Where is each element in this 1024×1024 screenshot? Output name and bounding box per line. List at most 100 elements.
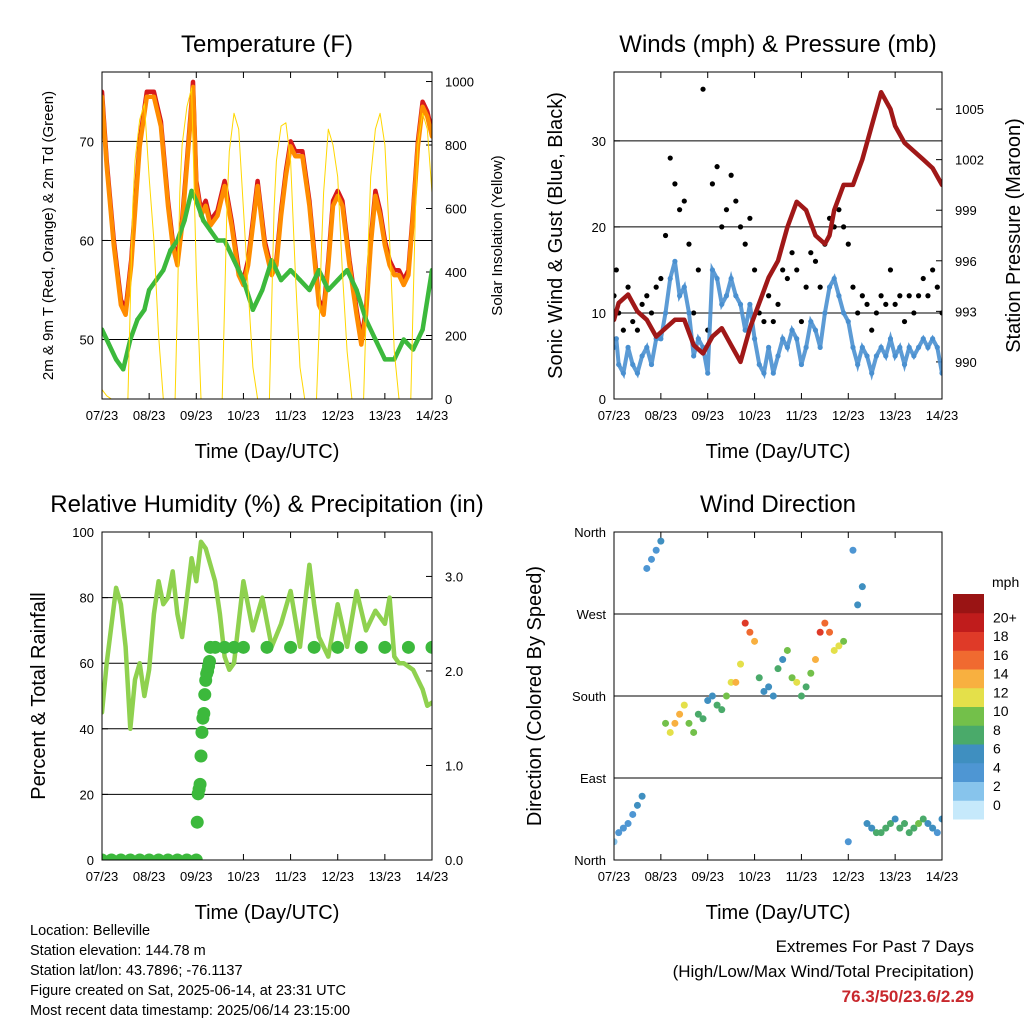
- y-tick-label: 10: [592, 306, 606, 321]
- colorbar-swatch: [953, 762, 984, 782]
- data-point: [789, 327, 795, 333]
- data-point: [882, 824, 890, 832]
- series-line: [614, 260, 942, 381]
- data-point: [920, 275, 926, 282]
- data-point: [182, 218, 187, 223]
- data-point: [719, 301, 725, 307]
- x-tick-label: 13/23: [369, 869, 402, 884]
- extremes-values: 76.3/50/23.6/2.29: [841, 987, 974, 1006]
- data-point: [845, 318, 851, 325]
- data-point: [620, 327, 626, 333]
- data-point: [897, 344, 903, 350]
- data-point: [863, 820, 871, 828]
- data-point: [780, 336, 786, 342]
- data-point: [708, 692, 716, 700]
- elevation-text: Station elevation: 144.78 m: [30, 943, 206, 959]
- data-point: [714, 164, 720, 170]
- data-point: [811, 656, 819, 664]
- data-point: [803, 284, 809, 290]
- y-axis-label: Percent & Total Rainfall: [28, 592, 50, 800]
- data-point: [915, 820, 923, 828]
- data-point: [845, 241, 851, 247]
- data-point: [194, 198, 199, 204]
- data-point: [316, 267, 322, 273]
- data-point: [840, 637, 848, 645]
- data-point: [906, 344, 912, 350]
- data-point: [737, 224, 744, 230]
- data-point: [883, 301, 889, 307]
- data-point: [891, 815, 899, 823]
- data-point: [121, 367, 126, 372]
- data-point: [896, 824, 904, 832]
- colorbar-label: 18: [993, 628, 1009, 644]
- colorbar-swatch: [953, 800, 984, 820]
- data-point: [691, 310, 697, 316]
- data-point: [719, 224, 725, 230]
- x-tick-label: 11/23: [275, 408, 307, 423]
- data-point: [887, 267, 894, 273]
- data-point: [680, 701, 688, 709]
- data-point: [901, 318, 908, 325]
- x-tick-label: 09/23: [691, 408, 724, 423]
- data-point: [808, 250, 814, 256]
- data-point: [864, 353, 870, 359]
- data-point: [897, 293, 903, 299]
- x-tick-label: 14/23: [416, 408, 449, 423]
- data-point: [836, 293, 842, 299]
- y-tick-label: 20: [592, 220, 606, 235]
- data-point: [662, 310, 669, 316]
- x-tick-label: 09/23: [180, 869, 213, 884]
- data-point: [858, 583, 866, 591]
- data-point: [685, 719, 693, 727]
- data-point: [859, 344, 865, 350]
- y-tick-label-right: 200: [445, 329, 467, 344]
- y-tick-label: 60: [80, 656, 94, 671]
- data-point: [877, 829, 885, 837]
- data-point: [227, 640, 241, 654]
- latlon-text: Station lat/lon: 43.7896; -76.1137: [30, 963, 243, 979]
- data-point: [878, 293, 884, 299]
- y-tick-label: 0: [87, 853, 94, 868]
- data-point: [925, 293, 931, 299]
- data-point: [797, 692, 805, 700]
- data-point: [821, 619, 829, 627]
- data-point: [326, 287, 331, 293]
- data-point: [939, 370, 942, 376]
- data-point: [686, 241, 692, 247]
- data-point: [373, 337, 378, 342]
- data-point: [189, 188, 194, 194]
- data-point: [113, 357, 119, 362]
- data-point: [756, 361, 762, 368]
- data-point: [420, 327, 425, 332]
- data-point: [647, 555, 655, 563]
- data-point: [761, 370, 767, 376]
- colorbar-swatch: [953, 669, 984, 689]
- data-point: [887, 336, 894, 342]
- y-tick-label-right: 1005: [955, 102, 984, 117]
- data-point: [629, 810, 637, 818]
- data-point: [297, 277, 303, 283]
- y-tick-label-right: 999: [955, 203, 977, 218]
- location-text: Location: Belleville: [30, 923, 151, 939]
- y-tick-label-right: 996: [955, 254, 977, 269]
- data-point: [934, 344, 940, 350]
- data-point: [723, 293, 730, 299]
- data-point: [616, 361, 622, 368]
- data-point: [666, 728, 674, 736]
- data-point: [929, 824, 937, 832]
- x-tick-label: 08/23: [133, 408, 166, 423]
- data-point: [733, 198, 739, 204]
- x-axis-label: Time (Day/UTC): [706, 441, 851, 463]
- data-point: [816, 628, 824, 636]
- data-point: [915, 293, 922, 299]
- y-tick-label-right: 1002: [955, 153, 984, 168]
- data-point: [652, 546, 660, 554]
- data-point: [644, 293, 650, 299]
- data-point: [901, 820, 909, 828]
- data-point: [705, 370, 711, 376]
- y-tick-label: 60: [80, 233, 94, 248]
- x-tick-label: 12/23: [832, 408, 865, 423]
- data-point: [817, 284, 823, 290]
- data-point: [746, 628, 754, 636]
- y-tick-label-right: 1.0: [445, 758, 463, 773]
